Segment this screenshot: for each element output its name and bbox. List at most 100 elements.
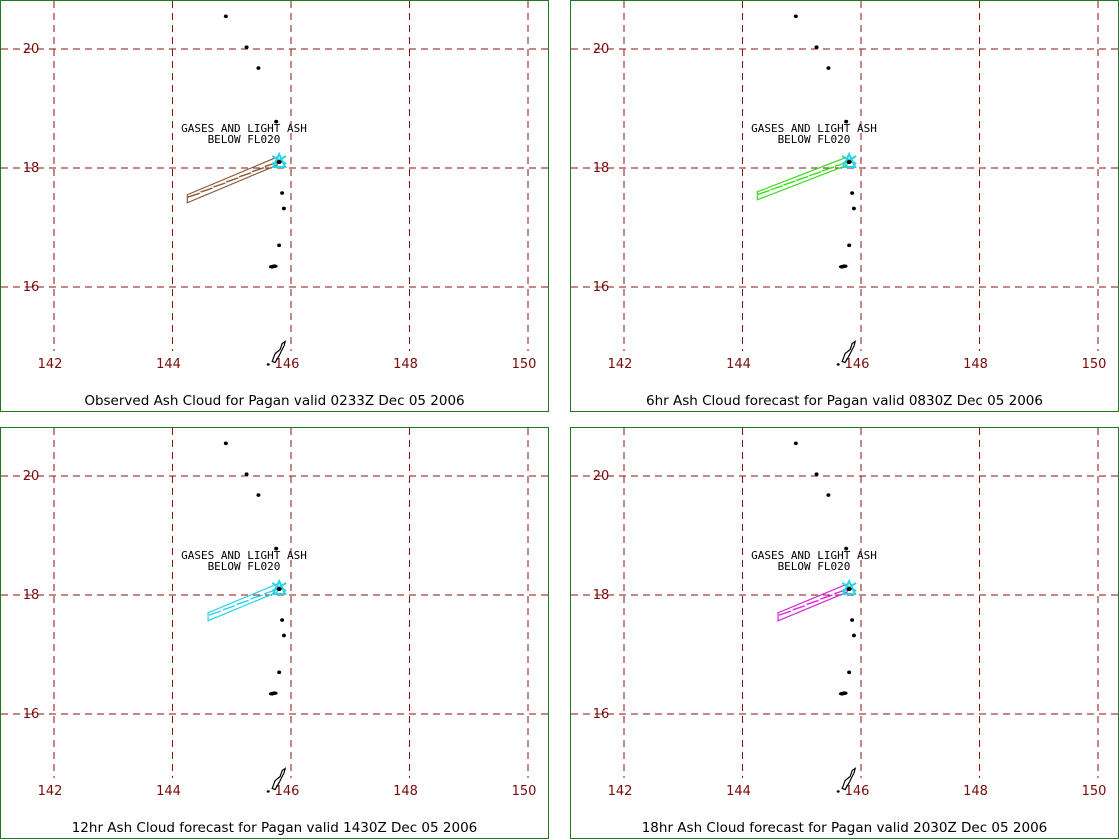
panel-caption: 18hr Ash Cloud forecast for Pagan valid … — [641, 820, 1048, 836]
ash-cloud-outline — [186, 156, 278, 204]
island-marker — [844, 546, 849, 551]
volcano-marker-cross — [841, 582, 857, 592]
panel-caption: Observed Ash Cloud for Pagan valid 0233Z… — [84, 393, 465, 409]
island-marker — [276, 160, 282, 165]
x-tick-label: 148 — [963, 357, 988, 372]
island-marker — [280, 618, 285, 622]
island-marker — [847, 670, 852, 675]
ash-cloud-hatch — [806, 599, 819, 606]
annotation-line-2: BELOW FL020 — [208, 133, 281, 146]
island-marker — [851, 633, 856, 638]
island-marker — [268, 691, 276, 696]
annotation-line-1: GASES AND LIGHT ASH — [751, 122, 877, 135]
x-tick-label: 144 — [156, 357, 181, 372]
island-marker — [793, 441, 798, 446]
ash-cloud-hatch — [238, 172, 252, 178]
island-marker — [256, 66, 261, 70]
annotation-line-1: GASES AND LIGHT ASH — [751, 549, 877, 562]
annotation-line-1: GASES AND LIGHT ASH — [181, 122, 307, 135]
guam-outline — [841, 767, 857, 791]
ash-cloud-hatch — [250, 594, 263, 600]
ash-cloud-outline — [207, 583, 278, 622]
y-tick-label: 16 — [593, 280, 610, 295]
island-marker — [836, 363, 840, 366]
guam-outline — [841, 340, 857, 364]
x-tick-label: 150 — [1082, 784, 1107, 799]
map-6hr-forecast: 142 144 146 148 150 20 18 16 GASES AND LIGHT ASH… — [571, 1, 1118, 372]
ash-cloud-hatch — [796, 175, 809, 182]
panel-12hr-forecast: 142 144 146 148 150 20 18 16 GASES AND LIGHT ASH… — [0, 427, 549, 839]
ash-cloud-hatch — [792, 605, 806, 611]
y-tick-label: 16 — [593, 707, 610, 722]
island-marker — [276, 587, 282, 592]
ash-cloud-hatch — [208, 610, 222, 616]
island-marker — [223, 441, 228, 446]
annotation-line-2: BELOW FL020 — [778, 560, 851, 573]
island-marker — [274, 546, 279, 551]
panel-caption: 12hr Ash Cloud forecast for Pagan valid … — [71, 820, 478, 836]
island-marker — [274, 119, 279, 124]
island-marker — [281, 206, 286, 211]
x-tick-label: 144 — [156, 784, 181, 799]
x-tick-label: 146 — [275, 357, 300, 372]
volcano-marker — [271, 151, 287, 169]
island-marker — [256, 493, 261, 497]
annotation-line-1: GASES AND LIGHT ASH — [181, 549, 307, 562]
island-marker — [838, 691, 846, 696]
island-marker — [850, 618, 855, 622]
ash-cloud-hatch — [213, 182, 226, 188]
map-18hr-forecast: 142 144 146 148 150 20 18 16 GASES AND LIGHT ASH… — [571, 428, 1118, 799]
ash-cloud-hatch — [226, 177, 239, 183]
island-marker — [844, 119, 849, 124]
guam-outline — [271, 767, 287, 791]
volcano-marker — [841, 151, 857, 169]
island-marker — [268, 264, 276, 269]
volcano-marker-cross — [271, 582, 287, 592]
ash-cloud-hatch — [821, 166, 835, 172]
y-tick-label: 20 — [23, 42, 40, 57]
guam-outline — [271, 340, 287, 364]
ash-cloud-hatch — [200, 187, 213, 193]
island-marker — [266, 363, 270, 366]
ash-cloud-hatch — [236, 599, 249, 606]
ash-cloud-hatch — [757, 189, 770, 196]
x-tick-label: 148 — [963, 784, 988, 799]
x-tick-label: 142 — [608, 784, 633, 799]
island-marker — [846, 587, 852, 592]
ash-cloud-hatch — [222, 605, 236, 611]
island-marker — [277, 670, 282, 675]
island-marker — [281, 633, 286, 638]
island-marker — [851, 206, 856, 211]
ash-cloud-outline — [756, 156, 848, 201]
ash-cloud-hatch — [778, 610, 792, 616]
x-tick-label: 146 — [275, 784, 300, 799]
island-marker — [223, 14, 228, 19]
x-tick-label: 142 — [38, 784, 63, 799]
x-tick-label: 146 — [845, 357, 870, 372]
ash-cloud-hatch — [251, 167, 265, 173]
y-tick-label: 16 — [23, 707, 40, 722]
island-marker — [850, 191, 855, 195]
x-tick-label: 148 — [393, 784, 418, 799]
ash-cloud-hatch — [770, 185, 783, 191]
annotation-line-2: BELOW FL020 — [208, 560, 281, 573]
island-marker — [847, 243, 852, 248]
ash-cloud-hatch — [783, 180, 796, 186]
y-tick-label: 18 — [23, 161, 40, 176]
island-marker — [793, 14, 798, 19]
island-marker — [244, 472, 249, 477]
island-marker — [814, 45, 819, 50]
panel-caption: 6hr Ash Cloud forecast for Pagan valid 0… — [646, 393, 1043, 409]
x-tick-label: 142 — [608, 357, 633, 372]
panel-observed: 142 144 146 148 150 20 18 16 GASES AND LIGHT ASH… — [0, 0, 549, 412]
y-tick-label: 18 — [593, 161, 610, 176]
map-12hr-forecast: 142 144 146 148 150 20 18 16 GASES AND LIGHT ASH… — [1, 428, 548, 799]
island-marker — [846, 160, 852, 165]
y-tick-label: 18 — [593, 588, 610, 603]
ash-cloud-outline — [777, 583, 848, 622]
x-tick-label: 148 — [393, 357, 418, 372]
annotation-line-2: BELOW FL020 — [778, 133, 851, 146]
island-marker — [838, 264, 846, 269]
x-tick-label: 144 — [726, 784, 751, 799]
y-tick-label: 18 — [23, 588, 40, 603]
